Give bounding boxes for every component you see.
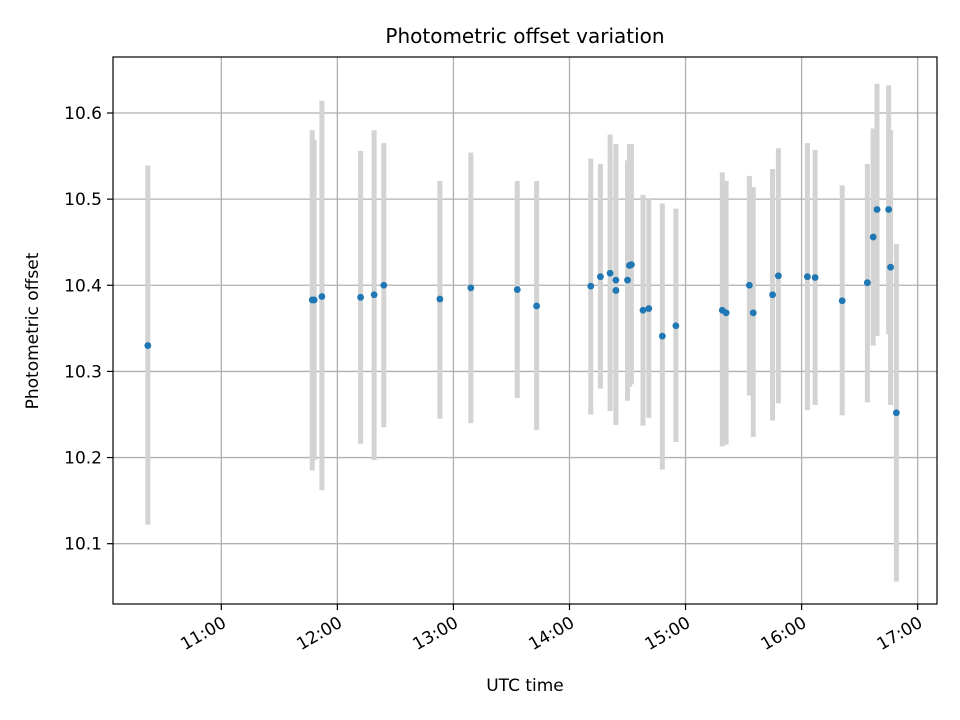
data-point: [627, 261, 635, 269]
data-point: [144, 342, 152, 349]
grid-lines: [113, 57, 937, 604]
data-point: [863, 279, 871, 287]
data-point: [672, 322, 680, 330]
y-tick-label: 10.2: [64, 449, 102, 469]
data-point: [612, 287, 620, 294]
data-point: [769, 291, 776, 299]
data-point: [370, 291, 378, 299]
data-point: [597, 273, 604, 281]
y-tick-label: 10.3: [64, 362, 102, 382]
data-point: [887, 263, 894, 271]
data-point: [380, 281, 388, 289]
data-point: [436, 295, 444, 303]
y-tick-label: 10.4: [64, 276, 102, 296]
data-point: [745, 281, 753, 289]
chart-title: Photometric offset variation: [385, 24, 664, 48]
data-point: [513, 286, 521, 293]
data-point: [811, 274, 819, 281]
data-point: [885, 206, 893, 213]
data-point: [869, 233, 877, 241]
data-point: [587, 282, 595, 290]
y-tick-label: 10.5: [64, 190, 102, 210]
y-tick-label: 10.1: [64, 535, 102, 555]
data-point: [892, 409, 900, 417]
x-axis-label: UTC time: [486, 676, 564, 696]
data-point: [722, 309, 730, 317]
data-point: [467, 284, 475, 292]
data-point: [804, 273, 811, 281]
data-point: [357, 293, 364, 301]
data-point: [873, 206, 881, 213]
data-point: [639, 306, 647, 314]
plot-frame: [112, 56, 938, 605]
data-point: [838, 297, 846, 305]
data-point: [774, 272, 782, 280]
data-point: [318, 293, 326, 300]
y-axis-label: Photometric offset: [23, 252, 43, 409]
data-point: [645, 305, 653, 312]
y-axis-ticks: 10.1 10.2 10.3 10.4 10.5 10.6: [64, 104, 113, 555]
data-points: [144, 206, 900, 417]
data-point: [606, 269, 614, 277]
y-tick-label: 10.6: [64, 104, 102, 124]
data-point: [624, 276, 631, 284]
data-point: [749, 309, 757, 317]
data-point: [612, 276, 620, 284]
data-point: [658, 332, 666, 340]
data-point: [533, 302, 541, 310]
data-point: [310, 296, 318, 304]
